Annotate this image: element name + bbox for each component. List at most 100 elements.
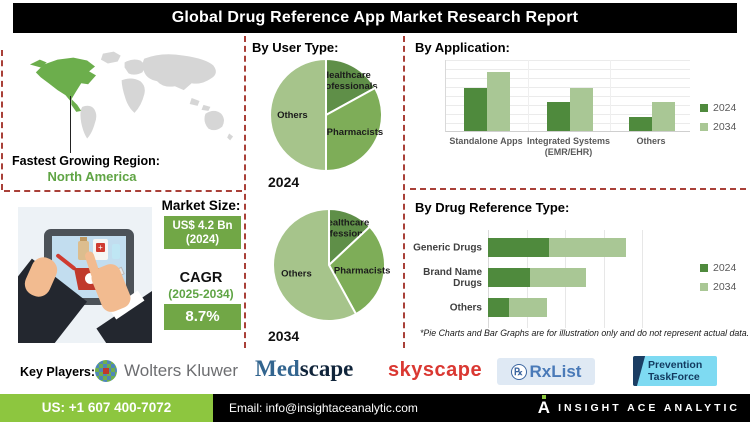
pie-label: Pharmacists xyxy=(334,265,391,276)
legend-label: 2024 xyxy=(713,102,737,114)
market-size-label: Market Size: xyxy=(161,198,241,213)
cagr-period: (2025-2034) xyxy=(168,287,234,301)
brand-logo-icon: A xyxy=(537,395,551,417)
logo-rxlist: ℞ RxList xyxy=(497,358,595,385)
wolters-kluwer-text: Wolters Kluwer xyxy=(124,361,238,380)
medicine-jar-icon xyxy=(93,239,108,260)
gridline xyxy=(610,60,611,131)
report-title-bar: Global Drug Reference App Market Researc… xyxy=(13,3,737,33)
drug-type-heading: By Drug Reference Type: xyxy=(415,200,570,215)
application-chart-section: By Application: Standalone Apps Integrate… xyxy=(402,36,750,190)
brand-name: INSIGHT ACE ANALYTIC xyxy=(558,402,740,414)
bar-2024-integrated-systems xyxy=(546,102,570,131)
divider-vertical-1 xyxy=(244,36,246,348)
legend-item-2024: 2024 xyxy=(700,102,736,114)
divider-horizontal-left xyxy=(4,190,242,192)
vial-icon xyxy=(112,244,120,259)
legend-item-2034: 2034 xyxy=(700,121,736,133)
pie-chart-2034: Healthcare Professionals Pharmacists Others xyxy=(272,207,391,322)
map-pointer-line xyxy=(70,96,71,153)
category-label: Others xyxy=(449,302,482,313)
divider-vertical-2 xyxy=(403,36,405,348)
gridline xyxy=(446,69,690,70)
pie-2024-year-label: 2024 xyxy=(268,174,300,190)
pie-slice-others xyxy=(269,57,327,173)
report-title: Global Drug Reference App Market Researc… xyxy=(171,9,579,26)
bar-segment-2034 xyxy=(549,238,626,257)
fastest-region-label: Fastest Growing Region: xyxy=(12,154,160,168)
legend-swatch xyxy=(700,104,708,112)
medscape-part2: scape xyxy=(299,356,354,381)
application-bar-chart xyxy=(445,60,690,132)
category-label: Standalone Apps xyxy=(449,136,523,146)
market-size-value: US$ 4.2 Bn xyxy=(172,220,233,232)
divider-left-edge xyxy=(1,50,3,190)
wolters-kluwer-icon xyxy=(95,360,117,382)
legend-item-2024: 2024 xyxy=(700,262,736,274)
bar-2034-others xyxy=(652,102,675,131)
pie-slice-pharmacists xyxy=(325,86,383,173)
category-label: Others xyxy=(636,136,666,146)
gridline xyxy=(446,78,690,79)
bar-segment-2024 xyxy=(488,238,549,257)
footer-email: Email: info@insightaceanalytic.com xyxy=(229,401,418,415)
gridline xyxy=(446,87,690,88)
drug-type-legend: 2024 2034 xyxy=(700,262,736,300)
bar-segment-2034 xyxy=(530,268,586,287)
category-label: Integrated Systems (EMR/EHR) xyxy=(526,136,611,157)
divider-horizontal-right xyxy=(410,188,746,190)
bar-2034-standalone-apps xyxy=(487,72,510,131)
chart-footnote: *Pie Charts and Bar Graphs are for illus… xyxy=(420,328,750,338)
pie-label: Pharmacists xyxy=(327,127,384,138)
gridline xyxy=(642,230,643,328)
logo-medscape: Medscape xyxy=(255,356,353,382)
bar-row-others xyxy=(488,298,547,317)
footer-bar: Email: info@insightaceanalytic.com A INS… xyxy=(213,394,750,422)
gridline xyxy=(528,60,529,131)
market-size-value-box: US$ 4.2 Bn (2024) xyxy=(164,216,241,249)
map-region-north-america xyxy=(29,57,97,112)
pie-2034-year-label: 2034 xyxy=(268,328,300,344)
bar-2024-standalone-apps xyxy=(464,88,487,131)
legend-swatch xyxy=(700,283,708,291)
rxlist-text: RxList xyxy=(529,361,582,381)
gridline xyxy=(603,230,605,328)
prevention-line: Prevention xyxy=(648,359,703,371)
category-label: Generic Drugs xyxy=(413,242,482,253)
category-label: Brand Name Drugs xyxy=(423,266,482,289)
user-type-heading: By User Type: xyxy=(252,40,339,55)
legend-item-2034: 2034 xyxy=(700,281,736,293)
logo-skyscape: skyscape xyxy=(388,359,483,381)
cagr-label: CAGR xyxy=(179,270,223,286)
prevention-taskforce-text: Prevention TaskForce xyxy=(648,359,702,383)
taskforce-line: TaskForce xyxy=(648,371,700,383)
pie-label: Others xyxy=(277,110,308,121)
world-map xyxy=(26,50,238,150)
drug-type-bar-chart xyxy=(488,230,658,328)
key-players-label: Key Players: xyxy=(20,365,96,379)
gridline xyxy=(446,96,690,97)
application-legend: 2024 2034 xyxy=(700,102,736,140)
legend-label: 2024 xyxy=(713,262,737,274)
bar-2034-integrated-systems xyxy=(569,88,593,131)
pill-bottle-icon xyxy=(78,237,89,260)
cagr-value-box: 8.7% xyxy=(164,304,241,330)
world-map-svg xyxy=(29,51,234,141)
bar-row-brand-name xyxy=(488,268,586,287)
market-size-year: (2024) xyxy=(185,234,220,246)
gridline xyxy=(446,60,690,61)
pie-slice-others xyxy=(272,207,358,322)
legend-swatch xyxy=(700,123,708,131)
syringe-icon xyxy=(55,253,77,271)
brand-logo: A INSIGHT ACE ANALYTIC xyxy=(538,394,740,422)
pie-slice-pharmacists xyxy=(327,225,386,316)
pie-label: Others xyxy=(281,268,312,279)
application-heading: By Application: xyxy=(415,40,510,55)
bar-2024-others xyxy=(629,117,652,131)
footer-phone: US: +1 607 400-7072 xyxy=(0,394,213,422)
fastest-region-value: North America xyxy=(47,169,137,184)
logo-wolters-kluwer: Wolters Kluwer xyxy=(95,360,238,382)
medscape-part1: Med xyxy=(255,356,300,381)
legend-swatch xyxy=(700,264,708,272)
